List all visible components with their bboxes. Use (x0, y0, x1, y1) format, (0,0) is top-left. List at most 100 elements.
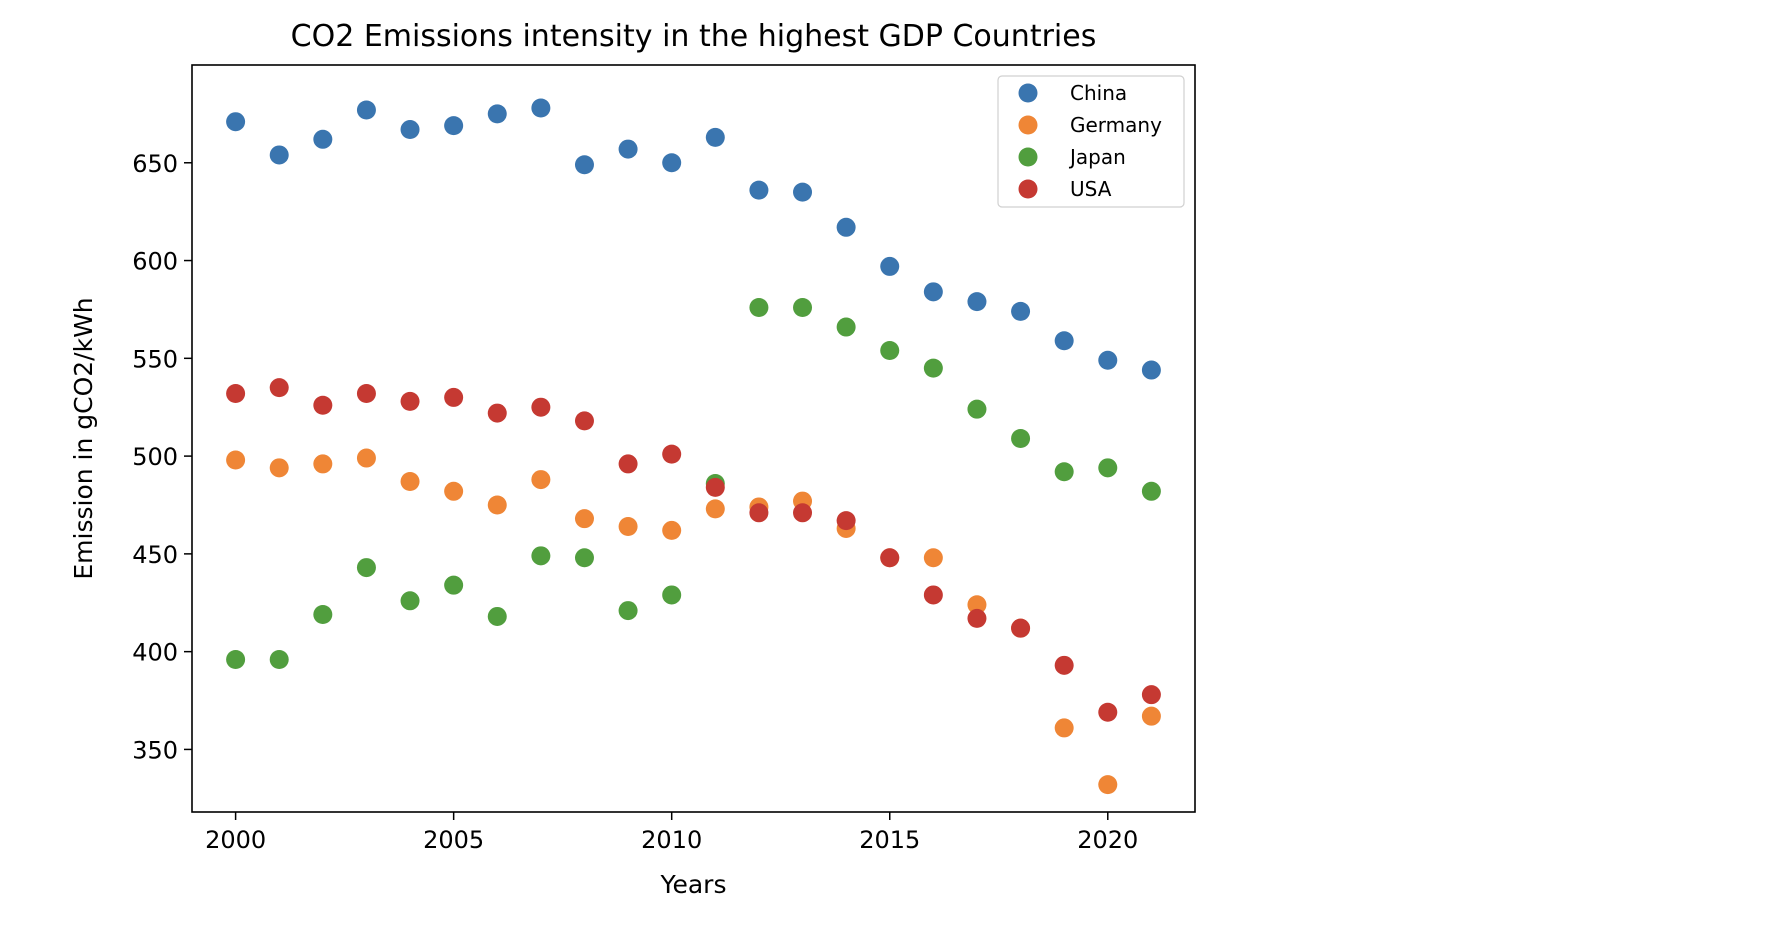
data-point (618, 601, 638, 621)
y-tick-label: 600 (132, 248, 178, 276)
data-point (836, 317, 856, 337)
data-point (313, 454, 333, 474)
data-point (793, 182, 813, 202)
series-usa (226, 378, 1161, 722)
data-point (1141, 685, 1161, 705)
legend-label: USA (1070, 177, 1112, 201)
data-point (444, 575, 464, 595)
data-point (836, 511, 856, 531)
data-point (531, 470, 551, 490)
data-point (574, 509, 594, 529)
data-point (967, 608, 987, 628)
y-tick-label: 400 (132, 639, 178, 667)
data-point (618, 139, 638, 159)
data-point (487, 403, 507, 423)
data-point (923, 358, 943, 378)
data-point (400, 591, 420, 611)
data-point (444, 481, 464, 501)
data-point (618, 516, 638, 536)
y-tick-label: 650 (132, 150, 178, 178)
x-tick-label: 2000 (205, 826, 266, 854)
data-point (313, 129, 333, 149)
data-point (662, 585, 682, 605)
data-point (705, 477, 725, 497)
data-point (793, 503, 813, 523)
data-point (313, 395, 333, 415)
data-point (226, 649, 246, 669)
y-tick-label: 550 (132, 345, 178, 373)
data-point (487, 104, 507, 124)
data-point (749, 297, 769, 317)
legend: China Germany Japan USA (997, 75, 1185, 208)
data-point (269, 378, 289, 398)
data-point (923, 548, 943, 568)
data-point (793, 297, 813, 317)
data-point (1054, 718, 1074, 738)
data-point (444, 116, 464, 136)
data-point (226, 384, 246, 404)
data-point (749, 180, 769, 200)
x-tick-label: 2010 (641, 826, 702, 854)
data-point (269, 649, 289, 669)
axis-ticks: 2000 2005 2010 2015 2020 350 400 450 500 550 600 65… (132, 150, 1138, 854)
data-point (880, 341, 900, 361)
data-point (662, 520, 682, 540)
data-point (923, 282, 943, 302)
x-tick-label: 2015 (859, 826, 920, 854)
x-tick-label: 2020 (1077, 826, 1138, 854)
data-point (967, 399, 987, 419)
legend-marker (1018, 179, 1038, 199)
data-point (1141, 481, 1161, 501)
data-point (574, 155, 594, 175)
data-point (1098, 702, 1118, 722)
data-point (356, 448, 376, 468)
data-point (400, 120, 420, 140)
data-point (967, 595, 987, 615)
data-point (531, 546, 551, 566)
data-point (269, 458, 289, 478)
data-point (1011, 301, 1031, 321)
data-point (226, 112, 246, 132)
data-point (1054, 331, 1074, 351)
data-point (618, 454, 638, 474)
y-tick-label: 350 (132, 736, 178, 764)
chart-title: CO2 Emissions intensity in the highest G… (291, 19, 1097, 54)
legend-marker (1018, 115, 1038, 135)
data-point (531, 98, 551, 118)
data-point (574, 548, 594, 568)
data-point (1098, 458, 1118, 478)
data-point (836, 217, 856, 237)
legend-label: Germany (1070, 113, 1162, 137)
data-point (662, 153, 682, 173)
data-point (313, 604, 333, 624)
data-point (487, 495, 507, 515)
data-point (356, 558, 376, 578)
series-japan (226, 297, 1161, 669)
data-point (269, 145, 289, 165)
data-point (880, 548, 900, 568)
y-axis-label: Emission in gCO2/kWh (69, 297, 98, 579)
data-point (574, 411, 594, 431)
y-tick-label: 450 (132, 541, 178, 569)
data-point (531, 397, 551, 417)
data-point (1098, 775, 1118, 795)
x-tick-label: 2005 (423, 826, 484, 854)
y-tick-label: 500 (132, 443, 178, 471)
data-point (1011, 618, 1031, 638)
data-point (444, 387, 464, 407)
data-point (1141, 706, 1161, 726)
data-point (1054, 655, 1074, 675)
data-point (1141, 360, 1161, 380)
data-point (705, 127, 725, 147)
data-point (662, 444, 682, 464)
legend-marker (1018, 83, 1038, 103)
plot-frame (191, 64, 1196, 813)
data-point (705, 499, 725, 519)
data-points (226, 98, 1161, 795)
data-point (967, 292, 987, 312)
data-point (356, 100, 376, 120)
data-point (356, 384, 376, 404)
data-point (487, 606, 507, 626)
series-china (226, 98, 1161, 380)
